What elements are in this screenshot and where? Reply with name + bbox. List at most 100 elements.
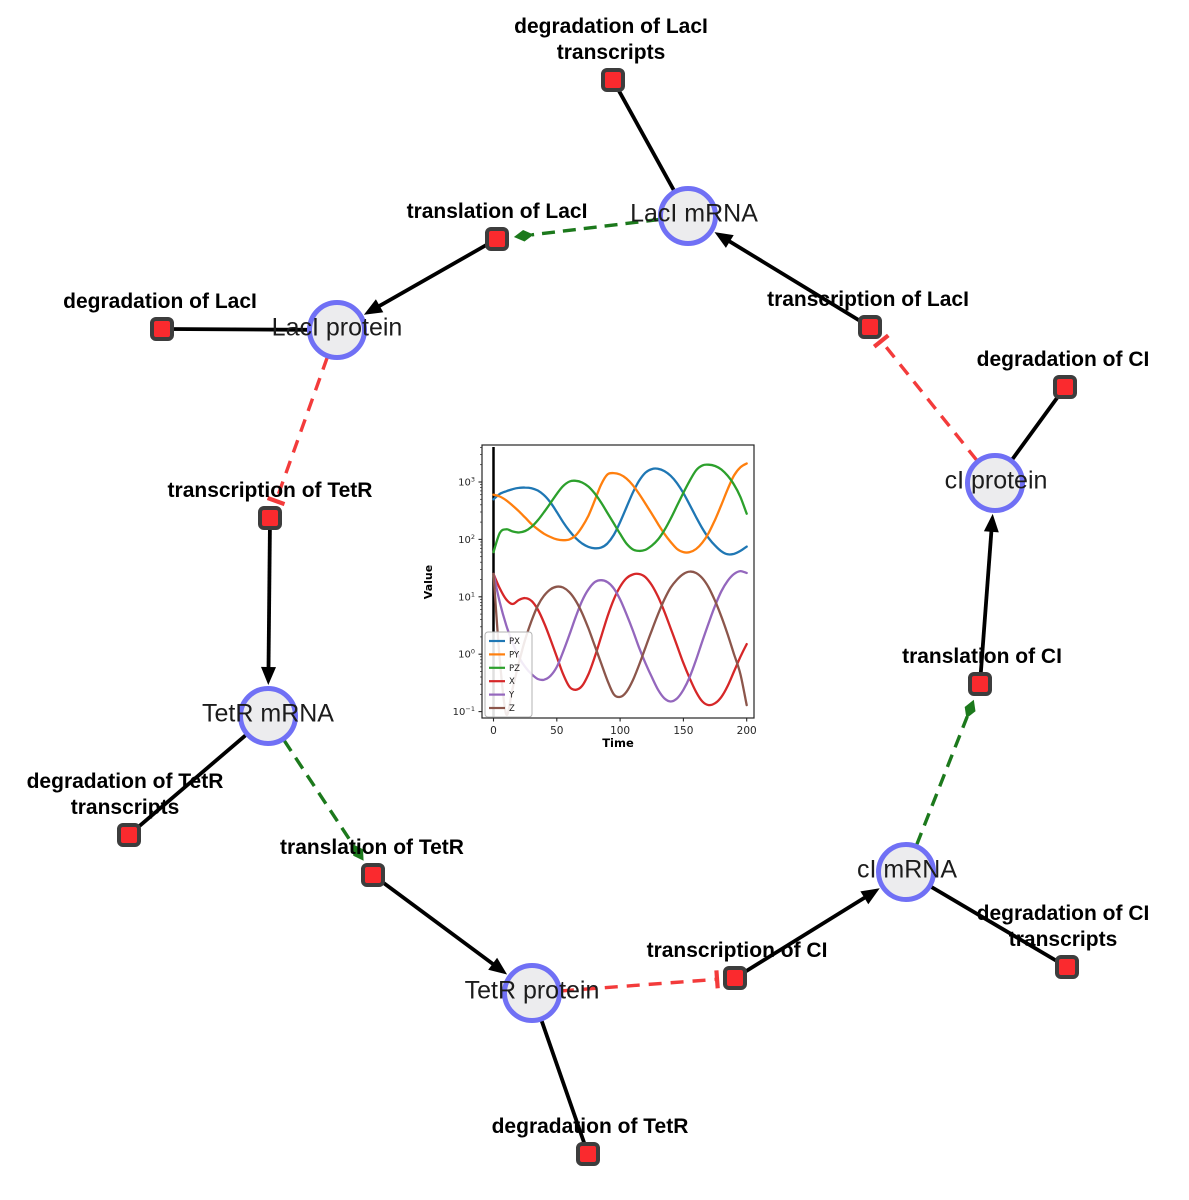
y-tick-label: 103 [458, 476, 475, 489]
reaction-label: translation of TetR [280, 836, 464, 859]
edge-laci-mrna-to-transl-laci [513, 217, 660, 242]
reaction-label: degradation of TetR [26, 770, 224, 793]
edge-tetr-protein-to-deg-tetr [539, 1019, 589, 1150]
legend-label: Z [509, 704, 515, 714]
reaction-label: transcripts [556, 41, 666, 64]
legend-box [484, 631, 533, 718]
reaction-label: transcription of CI [646, 939, 828, 962]
edge-line [380, 880, 496, 967]
y-axis-title: Value [422, 565, 435, 599]
edge-txn-ci-to-ci-mrna [743, 888, 880, 974]
x-tick-label: 100 [610, 725, 630, 737]
edge-line [560, 977, 718, 993]
series-PX [492, 467, 748, 556]
species-node-tetr-protein[interactable] [502, 963, 562, 1023]
reaction-label: transcripts [70, 796, 180, 819]
edge-line [978, 529, 994, 674]
diamond-head [352, 844, 364, 861]
edge-txn-laci-to-laci-mrna [714, 232, 862, 323]
edge-line [166, 327, 309, 332]
edge-tetr-protein-to-txn-ci [560, 970, 720, 993]
edge-laci-protein-to-deg-laci [166, 327, 309, 332]
reaction-node-deg-ci[interactable] [1053, 375, 1077, 399]
legend-label: PZ [509, 664, 520, 674]
species-label: LacI protein [271, 313, 403, 342]
species-label: cI mRNA [857, 855, 957, 884]
legend-label: X [509, 677, 515, 687]
y-tick-label: 100 [458, 648, 475, 661]
series-Z [492, 570, 748, 717]
arrowhead [363, 299, 384, 315]
edge-line [376, 242, 489, 309]
reaction-node-transl-ci[interactable] [968, 672, 992, 696]
diamond-head [964, 699, 976, 719]
edge-ci-protein-to-txn-laci [872, 333, 979, 462]
legend-label: PY [509, 650, 520, 660]
reaction-label: translation of LacI [406, 200, 588, 223]
series-X [492, 572, 748, 707]
reaction-label: degradation of CI [976, 348, 1150, 371]
edge-txn-tetr-to-tetr-mrna [261, 528, 276, 685]
reaction-node-deg-laci[interactable] [150, 317, 174, 341]
edge-line [727, 238, 862, 323]
legend-label: Y [508, 691, 515, 701]
reaction-node-deg-tetr-tr[interactable] [117, 823, 141, 847]
series-PZ [492, 463, 748, 554]
edge-line [930, 885, 1064, 967]
edge-transl-tetr-to-tetr-protein [380, 880, 508, 975]
reaction-label: degradation of LacI [63, 290, 257, 313]
reaction-node-txn-ci[interactable] [723, 966, 747, 990]
x-tick-label: 150 [673, 725, 693, 737]
species-node-tetr-mrna[interactable] [238, 686, 298, 746]
reaction-label: degradation of LacI [514, 15, 708, 38]
edge-transl-ci-to-ci-protein [978, 513, 999, 674]
reaction-node-deg-ci-tr[interactable] [1055, 955, 1079, 979]
reaction-node-deg-tetr[interactable] [576, 1142, 600, 1166]
edge-line [531, 217, 660, 237]
inhibition-tee-head [266, 496, 286, 507]
edge-line [1010, 389, 1064, 461]
edge-line [879, 339, 979, 462]
species-node-ci-mrna[interactable] [876, 842, 936, 902]
arrowhead [714, 232, 734, 248]
edge-line [274, 356, 329, 502]
species-label: TetR mRNA [202, 699, 334, 728]
reaction-label: transcription of LacI [767, 288, 969, 311]
edge-tetr-mrna-to-deg-tetr-tr [131, 733, 248, 834]
reaction-label: transcription of TetR [167, 479, 373, 502]
species-label: LacI mRNA [630, 199, 758, 228]
x-tick-label: 200 [737, 725, 757, 737]
inhibition-tee-head [872, 333, 890, 349]
x-tick-label: 50 [550, 725, 563, 737]
legend-label: PX [509, 637, 520, 647]
reaction-node-transl-laci[interactable] [485, 227, 509, 251]
reaction-label: translation of CI [902, 645, 1062, 668]
reaction-label: degradation of TetR [491, 1115, 689, 1138]
series-Y [492, 569, 748, 703]
arrowhead [488, 957, 508, 975]
x-tick-label: 0 [490, 725, 497, 737]
edge-line [266, 528, 272, 670]
reaction-node-transl-tetr[interactable] [361, 863, 385, 887]
arrowhead [983, 513, 999, 533]
edge-line [915, 715, 969, 846]
edge-transl-laci-to-laci-protein [363, 242, 489, 315]
reaction-label: transcripts [1008, 928, 1118, 951]
species-node-laci-protein[interactable] [307, 300, 367, 360]
species-node-laci-mrna[interactable] [658, 186, 718, 246]
reaction-node-txn-laci[interactable] [858, 315, 882, 339]
species-node-ci-protein[interactable] [965, 453, 1025, 513]
edge-ci-mrna-to-deg-ci-tr [930, 885, 1064, 967]
edge-line [743, 895, 868, 974]
reaction-label: degradation of CI [976, 902, 1150, 925]
y-tick-label: 10−1 [453, 705, 475, 718]
edge-laci-protein-to-txn-tetr [266, 356, 329, 507]
edge-tetr-mrna-to-transl-tetr [282, 739, 364, 861]
reaction-node-txn-tetr[interactable] [258, 506, 282, 530]
inhibition-tee-head [714, 970, 720, 989]
reaction-node-deg-laci-tr[interactable] [601, 68, 625, 92]
diamond-head [513, 230, 534, 242]
edge-laci-mrna-to-deg-laci-tr [613, 83, 676, 192]
